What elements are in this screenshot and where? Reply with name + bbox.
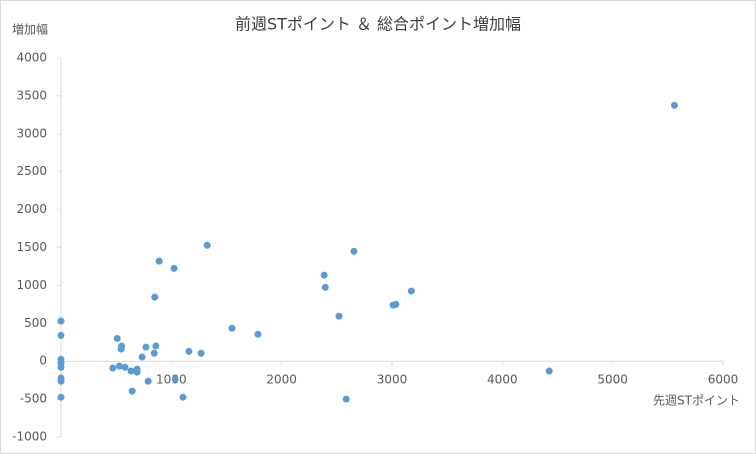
point <box>670 101 678 109</box>
point <box>254 330 262 338</box>
point <box>545 367 553 375</box>
y-tick-label: 3500 <box>16 88 47 102</box>
point <box>335 312 343 320</box>
x-tick-label: 4000 <box>487 373 518 387</box>
x-tick-label: 3000 <box>377 373 408 387</box>
point <box>121 363 129 371</box>
point <box>150 349 158 357</box>
point <box>57 377 65 385</box>
y-tick-label: -500 <box>20 392 47 406</box>
y-tick-label: 1500 <box>16 240 47 254</box>
point <box>203 241 211 249</box>
y-tick-label: 4000 <box>16 51 47 65</box>
point <box>118 342 126 350</box>
y-tick-label: 500 <box>24 316 47 330</box>
x-tick-label: 5000 <box>597 373 628 387</box>
x-tick-label: 2000 <box>266 373 297 387</box>
chart-title: 前週STポイント ＆ 総合ポイント増加幅 <box>235 15 521 34</box>
point <box>392 300 400 308</box>
x-axis-title: 先週STポイント <box>653 394 740 408</box>
point <box>151 293 159 301</box>
point <box>179 393 187 401</box>
point <box>127 367 135 375</box>
point <box>342 395 350 403</box>
point <box>170 264 178 272</box>
point <box>128 387 136 395</box>
point <box>57 331 65 339</box>
point <box>171 375 179 383</box>
point <box>109 364 117 372</box>
point <box>350 247 358 255</box>
point <box>138 353 146 361</box>
point <box>321 283 329 291</box>
point <box>228 324 236 332</box>
point <box>185 347 193 355</box>
y-tick-label: 1000 <box>16 278 47 292</box>
x-tick-label: 6000 <box>708 373 739 387</box>
y-tick-label: 0 <box>39 354 47 368</box>
point <box>115 362 123 370</box>
point <box>113 334 121 342</box>
point <box>144 377 152 385</box>
y-axis-title: 増加幅 <box>12 22 48 37</box>
point <box>142 343 150 351</box>
point <box>57 363 65 371</box>
y-tick-label: -1000 <box>12 430 47 444</box>
point <box>152 342 160 350</box>
y-tick-label: 2000 <box>16 202 47 216</box>
point <box>133 368 141 376</box>
point <box>57 317 65 325</box>
y-tick-label: 3000 <box>16 126 47 140</box>
y-tick-label: 2500 <box>16 164 47 178</box>
point <box>57 393 65 401</box>
point <box>197 349 205 357</box>
point <box>407 287 415 295</box>
point <box>320 271 328 279</box>
x-tick-label: 1000 <box>156 373 187 387</box>
point <box>155 257 163 265</box>
